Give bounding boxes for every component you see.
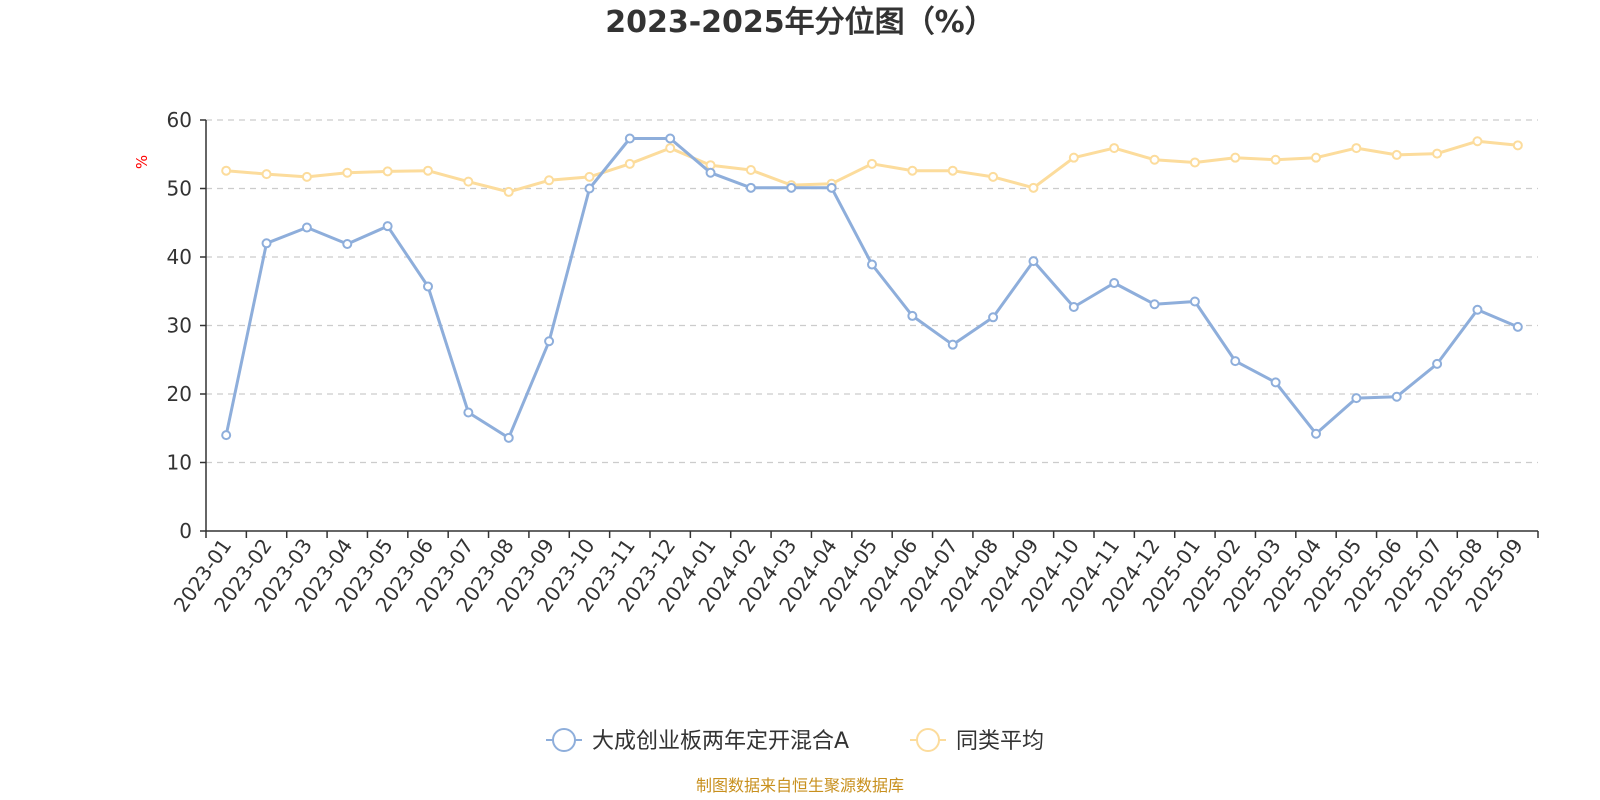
chart-title: 2023-2025年分位图（%） [605,5,995,40]
x-axis-ticks: 2023-012023-022023-032023-042023-052023-… [169,531,1539,616]
data-point [301,222,312,233]
data-point [624,158,635,169]
data-point [503,432,514,443]
legend-label: 大成创业板两年定开混合A [592,729,849,754]
data-point [1028,256,1039,267]
data-point [1311,428,1321,439]
data-point [705,167,716,178]
data-point [584,171,595,182]
data-point [544,175,555,186]
data-point [867,158,877,169]
data-point [786,182,797,193]
data-point [261,169,272,180]
data-point [1109,143,1120,154]
data-point [1351,393,1362,404]
data-point [665,143,676,154]
data-source-note: 制图数据来自恒生聚源数据库 [696,776,904,795]
data-point [1391,391,1402,402]
y-tick-label: 10 [167,451,192,475]
y-tick-label: 50 [167,177,192,201]
data-point [342,238,353,249]
data-point [1068,152,1079,163]
y-axis-ticks: 0 10 20 30 40 50 60 [167,108,206,543]
data-point [1472,304,1483,315]
data-point [1512,321,1523,332]
data-point [1270,154,1281,165]
data-point [221,430,232,441]
data-point [463,407,474,418]
y-tick-label: 0 [179,519,192,543]
series-layer [221,133,1523,443]
y-tick-label: 60 [167,108,192,132]
legend-item-1[interactable]: 同类平均 [910,728,1044,754]
data-point [907,165,918,176]
data-point [382,166,393,177]
data-point [1432,358,1443,369]
data-point [1472,136,1483,147]
data-point [1311,152,1321,163]
data-point [665,133,676,144]
data-point [1512,140,1523,151]
data-point [1149,154,1160,165]
data-point [301,171,312,182]
series-0 [221,133,1523,443]
data-point [1028,182,1039,193]
legend-label: 同类平均 [956,729,1044,754]
grid-lines [206,119,1538,464]
series-line [224,137,1520,440]
legend-marker-icon [552,728,576,752]
y-axis-unit: % [133,155,151,169]
data-point [1189,296,1200,307]
data-point [947,339,958,350]
data-point [382,221,393,232]
y-tick-label: 30 [167,314,192,338]
data-point [1068,302,1079,313]
data-point [423,281,433,292]
series-1 [221,136,1523,197]
data-point [988,312,999,323]
legend-item-0[interactable]: 大成创业板两年定开混合A [546,728,849,754]
data-point [624,133,635,144]
data-point [584,183,595,194]
data-point [1230,356,1241,367]
data-point [503,186,514,197]
legend: 大成创业板两年定开混合A 同类平均 [546,728,1044,754]
data-point [463,176,474,187]
data-point [745,182,756,193]
data-point [867,259,877,270]
data-point [1149,299,1160,310]
y-tick-label: 20 [167,382,192,406]
legend-marker-icon [916,728,940,752]
data-point [342,167,353,178]
data-point [988,171,999,182]
data-point [1230,152,1241,163]
data-point [221,165,232,176]
data-point [423,165,433,176]
data-point [947,165,958,176]
data-point [1391,149,1402,160]
y-tick-label: 40 [167,245,192,269]
data-point [826,182,837,193]
data-point [1189,157,1200,168]
data-point [1351,143,1362,154]
data-point [745,165,756,176]
data-point [544,336,555,347]
data-point [907,310,918,321]
data-point [1432,148,1443,159]
data-point [1270,377,1281,388]
data-point [1109,278,1120,289]
data-point [261,238,272,249]
